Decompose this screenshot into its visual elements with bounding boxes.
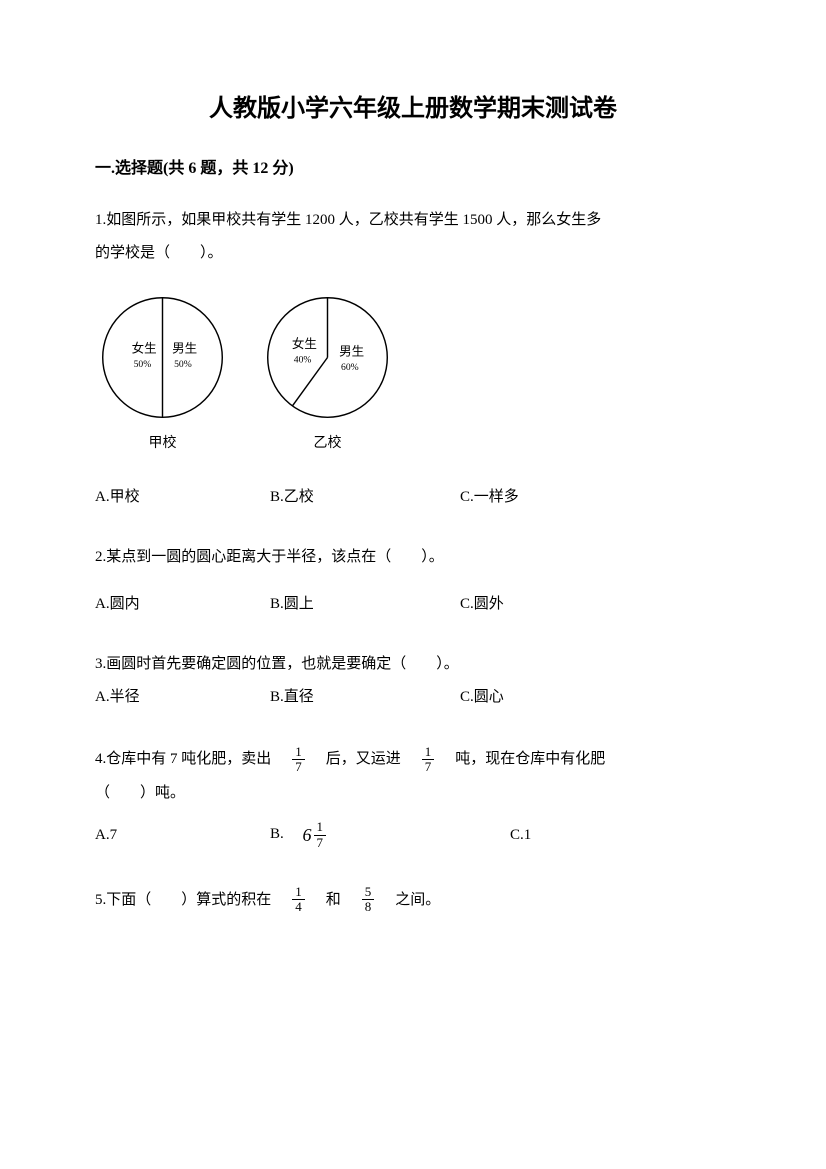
q4-frac2: 1 7 <box>422 745 435 775</box>
q5-frac2-num: 5 <box>362 885 375 900</box>
chart-yi-name: 乙校 <box>314 433 342 455</box>
q4-option-b-prefix: B. <box>270 827 299 843</box>
question-1: 1.如图所示，如果甲校共有学生 1200 人，乙校共有学生 1500 人，那么女… <box>95 204 731 509</box>
q5-frac1: 1 4 <box>292 885 305 915</box>
q4-frac2-num: 1 <box>422 745 435 760</box>
q3-text: 3.画圆时首先要确定圆的位置，也就是要确定（ ）。 <box>95 648 731 681</box>
q4-option-c: C.1 <box>510 823 660 847</box>
q1-text-line2: 的学校是（ ）。 <box>95 237 731 270</box>
pie-jia-label-male: 男生 <box>172 342 197 356</box>
q4-part1: 4.仓库中有 7 吨化肥，卖出 <box>95 741 286 777</box>
pie-chart-yi-icon: 女生 40% 男生 60% <box>260 290 395 425</box>
q5-text: 5.下面（ ）算式的积在 1 4 和 5 8 之间。 <box>95 882 731 918</box>
question-5: 5.下面（ ）算式的积在 1 4 和 5 8 之间。 <box>95 882 731 918</box>
q4-part4: （ ）吨。 <box>95 777 731 810</box>
q5-part1: 5.下面（ ）算式的积在 <box>95 882 286 918</box>
q3-options: A.半径 B.直径 C.圆心 <box>95 685 731 709</box>
pie-yi-pct-male: 60% <box>341 362 359 373</box>
q4-text: 4.仓库中有 7 吨化肥，卖出 1 7 后，又运进 1 7 吨，现在仓库中有化肥 <box>95 741 731 777</box>
q2-option-c: C.圆外 <box>460 592 610 616</box>
pie-yi-label-female: 女生 <box>292 336 317 351</box>
q1-options: A.甲校 B.乙校 C.一样多 <box>95 485 731 509</box>
q4-options: A.7 B. 6 1 7 C.1 <box>95 820 731 850</box>
question-3: 3.画圆时首先要确定圆的位置，也就是要确定（ ）。 A.半径 B.直径 C.圆心 <box>95 648 731 709</box>
q2-option-a: A.圆内 <box>95 592 270 616</box>
pie-charts: 女生 50% 男生 50% 甲校 女生 40% 男生 60% 乙校 <box>95 290 731 455</box>
q5-part2: 和 <box>311 882 356 918</box>
q4-option-b-mixed: 6 1 7 <box>303 820 327 850</box>
page-title: 人教版小学六年级上册数学期末测试卷 <box>95 90 731 128</box>
pie-yi-label-male: 男生 <box>339 345 364 359</box>
pie-yi-pct-female: 40% <box>294 354 312 365</box>
q4-option-b-den: 7 <box>314 836 327 850</box>
q5-frac2-den: 8 <box>362 900 375 914</box>
q4-part3: 吨，现在仓库中有化肥 <box>440 741 605 777</box>
q3-option-c: C.圆心 <box>460 685 610 709</box>
chart-jia-name: 甲校 <box>149 433 177 455</box>
pie-jia-pct-male: 50% <box>174 359 192 370</box>
q4-frac1-den: 7 <box>292 760 305 774</box>
q1-option-a: A.甲校 <box>95 485 270 509</box>
q3-option-b: B.直径 <box>270 685 460 709</box>
question-2: 2.某点到一圆的圆心距离大于半径，该点在（ ）。 A.圆内 B.圆上 C.圆外 <box>95 541 731 616</box>
q1-option-b: B.乙校 <box>270 485 460 509</box>
q4-option-b-num: 1 <box>314 820 327 835</box>
q4-option-a: A.7 <box>95 823 270 847</box>
pie-chart-jia-icon: 女生 50% 男生 50% <box>95 290 230 425</box>
q4-frac2-den: 7 <box>422 760 435 774</box>
q2-options: A.圆内 B.圆上 C.圆外 <box>95 592 731 616</box>
pie-jia-pct-female: 50% <box>134 359 152 370</box>
q4-frac1: 1 7 <box>292 745 305 775</box>
q4-option-b: B. 6 1 7 <box>270 820 460 850</box>
q2-text: 2.某点到一圆的圆心距离大于半径，该点在（ ）。 <box>95 541 731 574</box>
question-4: 4.仓库中有 7 吨化肥，卖出 1 7 后，又运进 1 7 吨，现在仓库中有化肥… <box>95 741 731 850</box>
q5-frac1-num: 1 <box>292 885 305 900</box>
q5-frac1-den: 4 <box>292 900 305 914</box>
q3-option-a: A.半径 <box>95 685 270 709</box>
q1-option-c: C.一样多 <box>460 485 610 509</box>
pie-jia-label-female: 女生 <box>132 341 157 356</box>
q1-text-line1: 1.如图所示，如果甲校共有学生 1200 人，乙校共有学生 1500 人，那么女… <box>95 204 731 237</box>
section-header: 一.选择题(共 6 题，共 12 分) <box>95 156 731 182</box>
q5-part3: 之间。 <box>380 882 440 918</box>
chart-jia: 女生 50% 男生 50% 甲校 <box>95 290 230 455</box>
q4-frac1-num: 1 <box>292 745 305 760</box>
q4-option-b-whole: 6 <box>303 821 312 850</box>
chart-yi: 女生 40% 男生 60% 乙校 <box>260 290 395 455</box>
q5-frac2: 5 8 <box>362 885 375 915</box>
q4-part2: 后，又运进 <box>311 741 416 777</box>
q2-option-b: B.圆上 <box>270 592 460 616</box>
